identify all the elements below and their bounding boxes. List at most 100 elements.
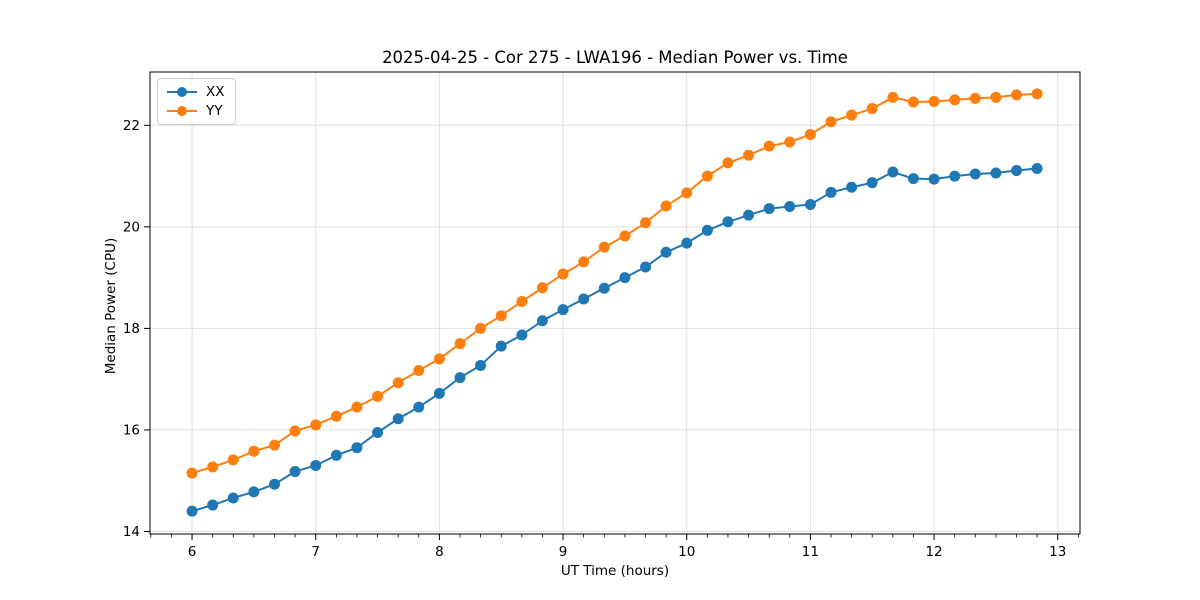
- data-point-yy: [825, 116, 837, 128]
- data-point-xx: [887, 166, 899, 178]
- data-point-yy: [743, 149, 755, 161]
- data-point-xx: [681, 237, 693, 249]
- data-point-xx: [846, 181, 858, 193]
- data-point-yy: [784, 136, 796, 148]
- data-point-yy: [536, 282, 548, 294]
- data-point-yy: [413, 365, 425, 377]
- data-point-xx: [1031, 162, 1043, 174]
- data-point-xx: [763, 203, 775, 215]
- data-point-yy: [949, 94, 961, 106]
- data-point-yy: [887, 91, 899, 103]
- data-point-xx: [969, 168, 981, 180]
- data-point-xx: [701, 224, 713, 236]
- legend-label-yy: YY: [206, 103, 223, 119]
- data-point-xx: [660, 246, 672, 258]
- data-point-xx: [392, 413, 404, 425]
- data-point-yy: [557, 268, 569, 280]
- data-point-xx: [619, 272, 631, 284]
- chart-title: 2025-04-25 - Cor 275 - LWA196 - Median P…: [382, 48, 848, 67]
- y-tick-label: 16: [123, 422, 140, 438]
- data-point-xx: [598, 282, 610, 294]
- y-tick-label: 20: [123, 219, 140, 235]
- data-point-xx: [743, 209, 755, 221]
- data-point-yy: [454, 338, 466, 350]
- data-point-yy: [660, 200, 672, 212]
- data-point-yy: [516, 295, 528, 307]
- data-point-xx: [784, 201, 796, 213]
- data-point-yy: [928, 95, 940, 107]
- plot-border: [149, 71, 1081, 535]
- data-point-yy: [578, 256, 590, 268]
- data-point-yy: [310, 419, 322, 431]
- data-point-xx: [207, 499, 219, 511]
- data-point-xx: [990, 167, 1002, 179]
- y-axis-label-text: Median Power (CPU): [103, 237, 119, 375]
- data-point-yy: [351, 401, 363, 413]
- data-point-yy: [186, 467, 198, 479]
- data-point-xx: [640, 261, 652, 273]
- data-point-yy: [392, 377, 404, 389]
- data-point-xx: [248, 486, 260, 498]
- data-point-yy: [722, 157, 734, 169]
- y-tick-label: 22: [123, 118, 140, 134]
- x-tick-label: 8: [435, 544, 444, 560]
- x-tick-label: 9: [559, 544, 568, 560]
- data-point-yy: [269, 439, 281, 451]
- data-point-yy: [763, 140, 775, 152]
- data-point-xx: [949, 170, 961, 182]
- data-point-yy: [907, 96, 919, 108]
- y-tick-label: 18: [123, 321, 140, 337]
- data-point-yy: [475, 322, 487, 334]
- data-point-xx: [536, 315, 548, 327]
- x-tick-label: 6: [188, 544, 197, 560]
- data-point-xx: [557, 304, 569, 316]
- x-tick-label: 12: [925, 544, 942, 560]
- data-point-yy: [1031, 88, 1043, 100]
- y-tick-label: 14: [123, 524, 140, 540]
- data-point-yy: [1011, 89, 1023, 101]
- legend-line-marker-yy-icon: [167, 106, 197, 116]
- data-point-yy: [681, 187, 693, 199]
- x-axis-label: UT Time (hours): [560, 563, 670, 579]
- data-point-yy: [846, 109, 858, 121]
- data-point-xx: [269, 478, 281, 490]
- data-point-xx: [413, 401, 425, 413]
- data-point-yy: [248, 445, 260, 457]
- legend-item-xx: XX: [165, 84, 225, 100]
- data-point-yy: [969, 92, 981, 104]
- x-tick-label: 11: [802, 544, 819, 560]
- data-point-xx: [578, 293, 590, 305]
- legend: XX YY: [157, 78, 236, 125]
- data-point-yy: [598, 241, 610, 253]
- data-point-xx: [289, 466, 301, 478]
- data-point-xx: [804, 199, 816, 211]
- data-point-yy: [330, 410, 342, 422]
- data-point-xx: [330, 449, 342, 461]
- data-point-xx: [351, 442, 363, 454]
- data-point-xx: [495, 340, 507, 352]
- data-point-yy: [495, 310, 507, 322]
- data-point-xx: [866, 177, 878, 189]
- data-point-xx: [475, 359, 487, 371]
- data-point-yy: [227, 454, 239, 466]
- data-point-xx: [907, 173, 919, 185]
- data-point-yy: [990, 91, 1002, 103]
- data-point-xx: [825, 186, 837, 198]
- data-point-yy: [804, 128, 816, 140]
- data-point-yy: [372, 390, 384, 402]
- legend-item-yy: YY: [165, 103, 225, 119]
- data-point-xx: [186, 505, 198, 517]
- data-point-xx: [372, 426, 384, 438]
- data-point-yy: [640, 217, 652, 229]
- data-point-xx: [454, 372, 466, 384]
- x-tick-label: 10: [678, 544, 695, 560]
- data-point-xx: [227, 492, 239, 504]
- data-point-xx: [928, 173, 940, 185]
- x-tick-label: 7: [311, 544, 320, 560]
- data-point-yy: [701, 170, 713, 182]
- legend-line-marker-xx-icon: [167, 87, 197, 97]
- legend-label-xx: XX: [206, 84, 225, 100]
- data-point-xx: [516, 329, 528, 341]
